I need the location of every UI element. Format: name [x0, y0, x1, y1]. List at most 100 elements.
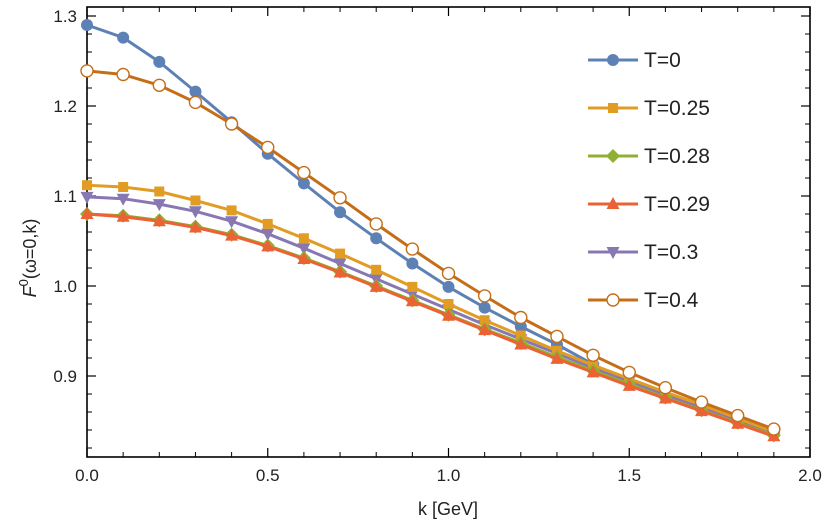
data-point — [369, 279, 383, 292]
data-point — [622, 365, 636, 380]
data-point — [152, 214, 166, 227]
y-axis-title-superscript: 0 — [16, 279, 31, 286]
data-point — [188, 95, 203, 110]
data-point — [658, 381, 673, 395]
legend-marker — [608, 103, 618, 113]
data-point — [515, 330, 526, 341]
y-tick-label: 1.3 — [53, 7, 77, 26]
data-point — [550, 351, 564, 364]
data-point — [297, 165, 311, 180]
y-axis-title: F0(ω=0,k) — [16, 219, 40, 298]
data-point — [405, 294, 419, 307]
legend-marker — [606, 149, 620, 163]
data-point — [369, 217, 383, 231]
data-point — [118, 182, 129, 192]
legend-entry: T=0.4 — [588, 289, 699, 312]
legend-label: T=0.4 — [644, 289, 699, 312]
y-axis-ticks: 0.9 1.0 1.1 1.2 1.3 — [53, 7, 810, 449]
data-point — [479, 315, 490, 326]
y-axis-title-rest: (ω=0,k) — [20, 219, 40, 280]
legend-label: T=0.28 — [644, 145, 710, 168]
data-point — [478, 323, 492, 336]
data-point — [443, 299, 454, 309]
data-point — [333, 258, 347, 271]
x-tick-label: 0.5 — [256, 466, 280, 485]
y-tick-label: 0.9 — [53, 367, 77, 386]
legend-label: T=0.25 — [644, 97, 710, 120]
data-point — [188, 206, 202, 219]
data-point — [153, 55, 166, 68]
legend-entry: T=0.25 — [588, 97, 710, 120]
data-point — [298, 233, 309, 244]
series-line — [86, 23, 775, 436]
data-point — [514, 337, 528, 350]
data-point — [116, 67, 130, 82]
data-point — [371, 264, 382, 275]
data-point — [261, 140, 275, 155]
y-tick-label: 1.0 — [53, 277, 77, 296]
data-point — [188, 220, 202, 233]
series-T=0 — [81, 19, 780, 440]
data-point — [224, 117, 239, 131]
data-point — [622, 378, 636, 391]
data-point — [405, 242, 420, 256]
data-point — [152, 78, 167, 93]
data-point — [550, 329, 564, 344]
data-point — [407, 281, 418, 292]
y-axis-title-main: F — [20, 285, 40, 297]
data-point — [262, 218, 273, 229]
legend-marker — [607, 54, 619, 66]
legend-entry: T=0.28 — [588, 145, 710, 168]
data-point — [658, 391, 672, 404]
data-point — [333, 265, 347, 278]
data-point — [406, 257, 419, 270]
data-point — [189, 85, 202, 98]
series-line — [86, 212, 775, 438]
data-point — [442, 308, 455, 321]
data-point — [514, 310, 528, 325]
data-point — [514, 320, 527, 333]
data-point — [731, 408, 745, 423]
data-point — [586, 348, 600, 362]
data-point — [154, 186, 165, 197]
data-point — [80, 191, 94, 204]
data-point — [225, 228, 239, 241]
legend-entry: T=0 — [588, 49, 681, 72]
data-point — [297, 177, 310, 190]
data-point — [117, 31, 130, 44]
data-point — [441, 266, 456, 281]
data-point — [297, 252, 311, 264]
data-point — [297, 243, 311, 256]
series-T=0.4 — [80, 64, 781, 436]
x-tick-label: 1.0 — [437, 466, 461, 485]
x-tick-label: 1.5 — [617, 466, 641, 485]
data-point — [333, 191, 347, 205]
legend-marker — [606, 293, 620, 307]
legend-marker — [606, 197, 620, 209]
x-tick-label: 2.0 — [798, 466, 822, 485]
data-point — [80, 207, 94, 219]
y-tick-label: 1.2 — [53, 97, 77, 116]
data-point — [190, 195, 201, 206]
data-point — [694, 395, 709, 409]
data-point — [261, 239, 275, 252]
data-point — [261, 228, 275, 241]
series-line — [86, 195, 775, 436]
legend-label: T=0.29 — [644, 193, 710, 216]
legend-entry: T=0.3 — [588, 241, 698, 264]
data-point — [225, 216, 239, 229]
data-point — [116, 193, 130, 206]
data-point — [334, 206, 347, 219]
legend: T=0 T=0.25 T=0.28 T=0.29 T=0.3 T=0.4 — [588, 49, 710, 312]
legend-label: T=0.3 — [644, 241, 698, 264]
y-tick-label: 1.1 — [53, 187, 77, 206]
x-axis-ticks: 0.0 0.5 1.0 1.5 2.0 — [75, 7, 822, 485]
legend-marker — [606, 247, 620, 259]
x-tick-label: 0.0 — [75, 466, 99, 485]
data-point — [82, 180, 92, 191]
data-point — [442, 280, 455, 293]
data-point — [586, 365, 600, 378]
data-point — [731, 416, 745, 429]
data-point — [478, 301, 491, 314]
